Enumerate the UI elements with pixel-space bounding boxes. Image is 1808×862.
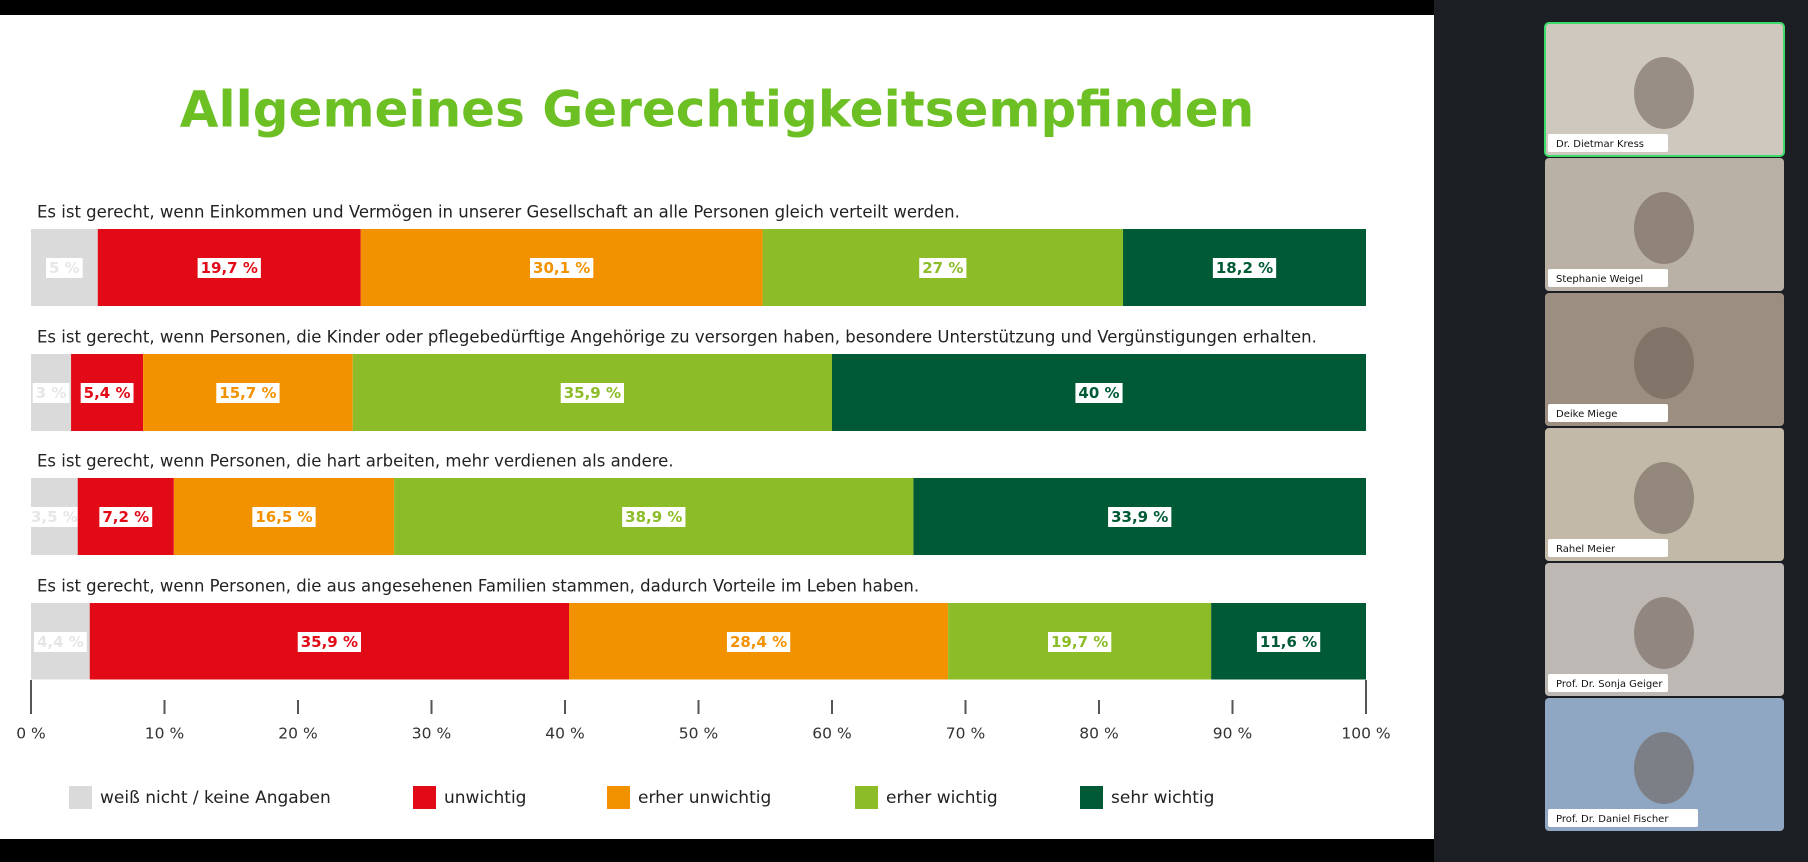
- legend-label: unwichtig: [444, 788, 526, 808]
- category-label: Es ist gerecht, wenn Personen, die Kinde…: [37, 328, 1317, 347]
- data-label-box: [726, 632, 791, 652]
- name-tag-bg: [1548, 134, 1668, 152]
- legend-label: weiß nicht / keine Angaben: [100, 788, 331, 808]
- data-label-box: [1108, 507, 1172, 527]
- data-label: 19,7 %: [201, 259, 258, 277]
- x-tick-label: 70 %: [946, 725, 985, 743]
- data-label-box: [1256, 632, 1321, 652]
- data-label: 3,5 %: [31, 508, 78, 526]
- data-label: 35,9 %: [564, 384, 621, 402]
- name-tag-bg: [1548, 269, 1668, 287]
- x-tick-label: 0 %: [16, 725, 46, 743]
- data-label: 38,9 %: [625, 508, 682, 526]
- participant-name: Deike Miege: [1556, 409, 1617, 420]
- name-tag-bg: [1548, 539, 1668, 557]
- legend-swatch: [413, 786, 436, 809]
- participant-silhouette: [1634, 462, 1694, 534]
- x-tick-label: 80 %: [1079, 725, 1118, 743]
- data-label-box: [99, 507, 153, 527]
- data-label: 5,4 %: [84, 384, 131, 402]
- data-label-box: [622, 507, 686, 527]
- data-label: 5 %: [49, 259, 80, 277]
- participant-silhouette: [1634, 732, 1694, 804]
- data-label: 27 %: [922, 259, 963, 277]
- data-label: 4,4 %: [37, 633, 84, 651]
- x-tick-label: 50 %: [679, 725, 718, 743]
- data-label: 28,4 %: [730, 633, 787, 651]
- participant-name: Prof. Dr. Sonja Geiger: [1556, 679, 1663, 690]
- data-label-box: [1212, 258, 1277, 278]
- legend-swatch: [855, 786, 878, 809]
- data-label-box: [1048, 632, 1112, 652]
- name-tag-bg: [1548, 809, 1698, 827]
- data-label-box: [32, 383, 70, 403]
- legend-swatch: [1080, 786, 1103, 809]
- data-label-box: [919, 258, 967, 278]
- category-label: Es ist gerecht, wenn Personen, die aus a…: [37, 577, 919, 596]
- data-label-box: [46, 258, 83, 278]
- data-label: 11,6 %: [1260, 633, 1317, 651]
- data-label-box: [80, 383, 134, 403]
- participant-name: Prof. Dr. Daniel Fischer: [1556, 814, 1669, 825]
- data-label: 19,7 %: [1051, 633, 1108, 651]
- data-label-box: [252, 507, 316, 527]
- legend-label: erher unwichtig: [638, 788, 771, 808]
- data-label-box: [1075, 383, 1123, 403]
- data-label-box: [530, 258, 594, 278]
- bottom-bar: [0, 839, 1434, 862]
- name-tag-bg: [1548, 674, 1668, 692]
- chart-title: Allgemeines Gerechtigkeitsempfinden: [180, 81, 1254, 139]
- data-label: 7,2 %: [102, 508, 149, 526]
- data-label-box: [297, 632, 362, 652]
- x-tick-label: 100 %: [1341, 725, 1390, 743]
- data-label: 16,5 %: [255, 508, 312, 526]
- x-tick-label: 90 %: [1213, 725, 1252, 743]
- data-label: 33,9 %: [1111, 508, 1168, 526]
- data-label-box: [216, 383, 280, 403]
- data-label-box: [560, 383, 625, 403]
- category-label: Es ist gerecht, wenn Personen, die hart …: [37, 452, 674, 471]
- x-tick-label: 20 %: [278, 725, 317, 743]
- data-label: 3 %: [36, 384, 67, 402]
- data-label: 15,7 %: [219, 384, 276, 402]
- category-label: Es ist gerecht, wenn Einkommen und Vermö…: [37, 203, 960, 222]
- participant-silhouette: [1634, 192, 1694, 264]
- participant-name: Stephanie Weigel: [1556, 274, 1643, 285]
- x-tick-label: 30 %: [412, 725, 451, 743]
- legend-swatch: [607, 786, 630, 809]
- x-tick-label: 10 %: [145, 725, 184, 743]
- participant-silhouette: [1634, 597, 1694, 669]
- legend-swatch: [69, 786, 92, 809]
- data-label: 30,1 %: [533, 259, 590, 277]
- video-panel: Dr. Dietmar Kress Stephanie Weigel Deike M…: [1544, 22, 1785, 831]
- name-tag-bg: [1548, 404, 1668, 422]
- participant-silhouette: [1634, 57, 1694, 129]
- top-bar: [0, 0, 1434, 15]
- participant-name: Rahel Meier: [1556, 544, 1616, 555]
- legend-label: erher wichtig: [886, 788, 998, 808]
- participant-silhouette: [1634, 327, 1694, 399]
- data-label: 18,2 %: [1216, 259, 1273, 277]
- data-label-box: [33, 632, 87, 652]
- legend-label: sehr wichtig: [1111, 788, 1214, 808]
- data-label: 40 %: [1078, 384, 1119, 402]
- participant-name: Dr. Dietmar Kress: [1556, 139, 1644, 150]
- data-label-box: [197, 258, 261, 278]
- data-label-box: [27, 507, 81, 527]
- x-tick-label: 60 %: [812, 725, 851, 743]
- x-tick-label: 40 %: [545, 725, 584, 743]
- data-label: 35,9 %: [301, 633, 358, 651]
